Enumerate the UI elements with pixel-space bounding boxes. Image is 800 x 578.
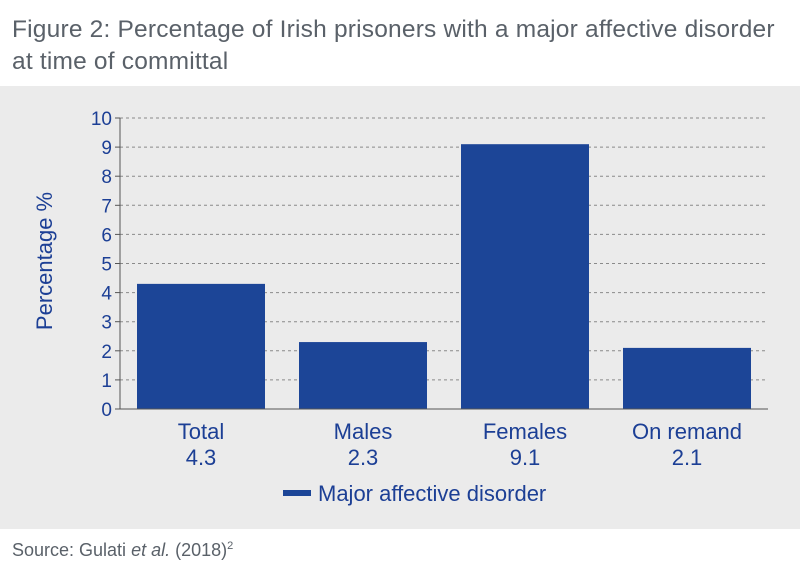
source-suffix: (2018) [170,540,228,560]
source-note: Source: Gulati et al. (2018)2 [12,540,233,561]
y-tick-label: 3 [101,313,112,334]
value-label: 2.1 [672,445,703,470]
bar-females [461,144,589,409]
value-label: 4.3 [186,445,217,470]
y-tick-labels: 0 1 2 3 4 5 6 7 8 9 10 [91,109,120,421]
y-tick-label: 9 [101,138,112,159]
y-tick-label: 7 [101,196,112,217]
y-tick-label: 4 [101,284,112,305]
source-italic: et al. [131,540,171,560]
source-footnote: 2 [227,540,234,552]
chart-panel: Percentage % 0 1 2 3 4 5 6 7 8 9 10 Total 4.3 Males 2… [0,86,800,529]
y-tick-label: 8 [101,167,112,188]
source-prefix: Source: Gulati [12,540,132,560]
figure-title: Figure 2: Percentage of Irish prisoners … [12,16,775,75]
legend-swatch [283,490,311,496]
bar-total [137,283,265,409]
bar-on-remand [623,347,751,409]
y-axis-label: Percentage % [32,192,57,330]
category-label: Total [178,419,224,444]
bars [137,144,751,409]
category-label: Females [483,419,567,444]
y-tick-label: 10 [91,109,112,130]
bar-males [299,342,427,409]
value-label: 9.1 [510,445,541,470]
category-label: Males [334,419,393,444]
y-tick-label: 0 [101,400,112,421]
value-label: 2.3 [348,445,379,470]
y-tick-label: 1 [101,371,112,392]
y-tick-label: 6 [101,225,112,246]
category-label: On remand [632,419,742,444]
legend: Major affective disorder [283,481,546,506]
y-tick-label: 2 [101,342,112,363]
legend-label: Major affective disorder [318,481,546,506]
y-tick-label: 5 [101,255,112,276]
